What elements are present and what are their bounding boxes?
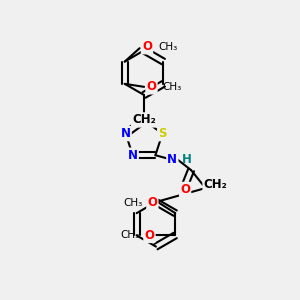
Text: O: O bbox=[144, 229, 154, 242]
Text: N: N bbox=[167, 153, 177, 166]
Text: O: O bbox=[142, 40, 152, 53]
Text: CH₃: CH₃ bbox=[158, 42, 177, 52]
Text: CH₂: CH₂ bbox=[204, 178, 227, 191]
Text: N: N bbox=[121, 127, 131, 140]
Text: CH₃: CH₃ bbox=[163, 82, 182, 92]
Text: CH₃: CH₃ bbox=[123, 198, 142, 208]
Text: O: O bbox=[180, 183, 190, 196]
Text: N: N bbox=[128, 149, 138, 162]
Text: H: H bbox=[182, 153, 192, 166]
Text: CH₃: CH₃ bbox=[120, 230, 140, 241]
Text: CH₂: CH₂ bbox=[132, 113, 156, 126]
Text: O: O bbox=[146, 80, 157, 93]
Text: S: S bbox=[158, 127, 167, 140]
Text: O: O bbox=[147, 196, 158, 209]
